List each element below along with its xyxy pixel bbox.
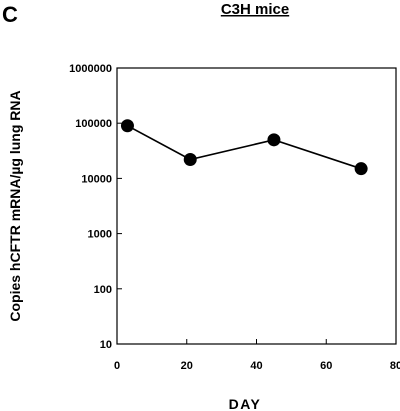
data-point bbox=[120, 119, 134, 133]
y-tick-label: 1000 bbox=[88, 229, 112, 241]
x-tick-label: 40 bbox=[250, 360, 262, 372]
x-tick-label: 80 bbox=[390, 360, 400, 372]
x-tick-label: 0 bbox=[114, 360, 120, 372]
x-axis: 0 20 40 60 80 bbox=[114, 339, 400, 372]
data-point bbox=[267, 133, 281, 147]
y-tick-label: 1000000 bbox=[69, 63, 112, 75]
y-axis-title: Copies hCFTR mRNA/µg lung RNA bbox=[7, 90, 23, 321]
x-tick-label: 20 bbox=[181, 360, 193, 372]
chart-title: C3H mice bbox=[221, 1, 289, 18]
x-axis-title: DAY bbox=[229, 396, 262, 411]
series-line bbox=[127, 125, 362, 170]
y-tick-label: 10000 bbox=[81, 173, 112, 185]
data-point bbox=[183, 152, 197, 166]
panel-letter: C bbox=[2, 2, 18, 27]
y-axis: 10 100 1000 10000 100000 1000000 bbox=[69, 63, 122, 351]
y-tick-label: 100 bbox=[94, 284, 112, 296]
y-tick-label: 10 bbox=[100, 339, 112, 351]
x-tick-label: 60 bbox=[320, 360, 332, 372]
y-tick-label: 100000 bbox=[75, 118, 112, 130]
plot-frame bbox=[116, 67, 397, 345]
data-point bbox=[354, 162, 368, 176]
data-series bbox=[120, 119, 368, 176]
